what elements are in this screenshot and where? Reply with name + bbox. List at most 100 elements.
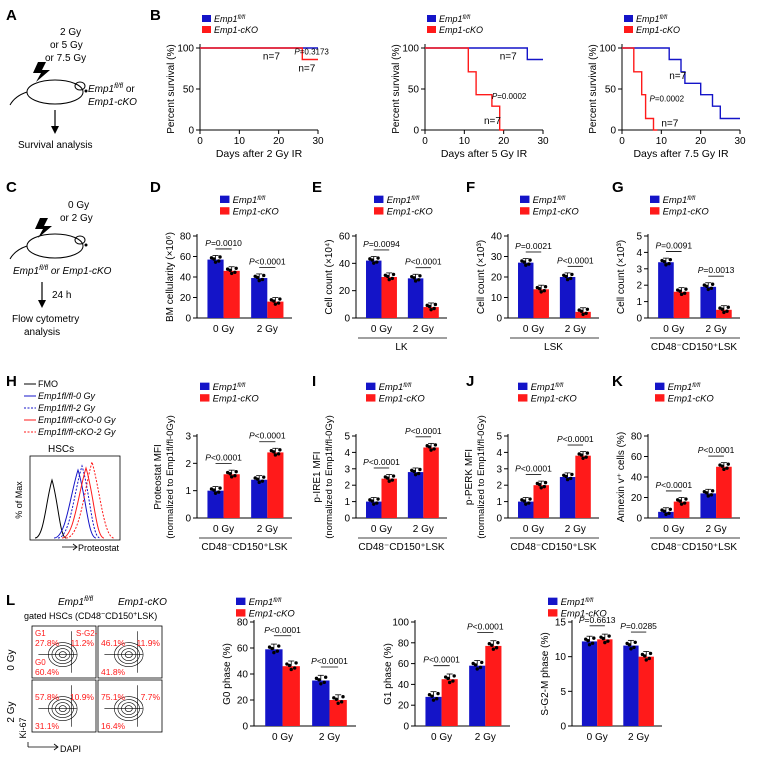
y-axis-label: G1 phase (%) — [383, 643, 394, 705]
data-point — [587, 642, 592, 647]
panel-c: C 0 Gy or 2 Gy Emp1fl/fl or Emp1-cKO 24 … — [6, 179, 112, 338]
x-tick-label: 0 Gy — [213, 524, 234, 535]
survival-plot-1: 0 50 100 0 10 20 30 Days after 2 Gy IR Percent s… — [166, 14, 329, 160]
bar-wt-1 — [559, 477, 576, 518]
data-point — [285, 662, 289, 666]
legend-swatch-wt — [374, 195, 384, 203]
x-tick-label: 30 — [537, 136, 549, 147]
legend-swatch-wt — [518, 382, 528, 390]
survival-xlabel: Days after 2 Gy IR — [216, 148, 303, 160]
p-value-label: P<0.0001 — [557, 255, 594, 265]
data-point — [267, 645, 272, 649]
histogram-curves — [34, 460, 115, 539]
data-point — [433, 302, 438, 307]
p-value: P=0.0002 — [650, 94, 685, 103]
p-value-label: P=0.6613 — [579, 615, 616, 625]
n-label-wt: n=7 — [263, 51, 280, 62]
x-tick-label: 2 Gy — [565, 324, 586, 335]
y-tick-label: 0 — [610, 126, 616, 137]
y-tick-label: 0 — [185, 314, 191, 325]
p-value: P=0.3173 — [294, 48, 329, 57]
x-tick-label: 0 Gy — [523, 524, 544, 535]
legend-label-wt: Emp1fl/fl — [233, 195, 266, 206]
legend-swatch-ko — [200, 394, 210, 402]
bar-ko-1 — [423, 447, 439, 518]
legend-swatch-wt — [655, 382, 665, 390]
flow-plot-4: 75.1% 7.7% 16.4% — [97, 679, 163, 733]
flow-plot-2: 46.1% 11.9% 41.8% — [97, 625, 163, 679]
p-value-label: P<0.0001 — [405, 426, 442, 436]
data-point — [255, 275, 260, 280]
y-tick-label: 10 — [555, 652, 567, 663]
legend-swatch-wt — [202, 15, 211, 22]
data-point — [539, 290, 543, 294]
x-tick-label: 2 Gy — [706, 324, 727, 335]
x-tick-label: 2 Gy — [257, 324, 278, 335]
y-tick-label: 0 — [636, 314, 642, 325]
data-point — [584, 311, 588, 315]
p-value-label: P<0.0001 — [515, 464, 552, 474]
data-point — [678, 289, 682, 293]
survival-analysis-label: Survival analysis — [18, 140, 92, 151]
curve-ko0 — [61, 466, 105, 539]
data-point — [725, 309, 729, 313]
data-point — [478, 665, 483, 670]
x-tick-label: 0 — [197, 136, 203, 147]
data-point — [323, 675, 328, 679]
p-value-label: P<0.0001 — [249, 256, 286, 266]
y-tick-label: 2 — [185, 459, 191, 470]
data-point — [272, 299, 276, 303]
data-point — [706, 287, 710, 292]
panel-l-flow: L Emp1fl/fl Emp1-cKO gated HSCs (CD48−CD… — [6, 592, 167, 754]
arrow-head-a — [51, 126, 59, 134]
data-point — [294, 661, 298, 665]
p-value: P=0.0002 — [492, 92, 527, 101]
p-value-label: P<0.0001 — [311, 656, 348, 666]
y-tick-label: 5 — [344, 432, 350, 443]
p-value-label: P<0.0001 — [467, 621, 504, 631]
flow-plot-grid: G1 S-G2-M G0 27.8% 11.2% 60.4% 46.1% 11.9% 41.8%… — [31, 625, 163, 733]
g0-percent: 41.8% — [101, 667, 126, 677]
flow-label-1: Flow cytometry — [12, 314, 79, 325]
data-point — [607, 634, 611, 638]
legend-label-wt: Emp1fl/fl — [533, 195, 566, 206]
legend-fmo: FMO — [38, 379, 58, 389]
data-point — [387, 479, 391, 483]
data-point — [218, 255, 222, 259]
flow-ylabel: Ki-67 — [18, 717, 28, 738]
data-point — [706, 494, 710, 498]
survival-curve-ko — [425, 47, 504, 131]
data-point — [710, 489, 715, 493]
y-axis-label: Cell count (×10⁴) — [324, 239, 335, 314]
g0-percent: 16.4% — [101, 721, 126, 731]
survival-xlabel: Days after 5 Gy IR — [441, 148, 528, 160]
y-tick-label: 40 — [491, 232, 503, 243]
panel-h-histogram: H FMO Emp1fl/fl-0 Gy Emp1fl/fl-2 Gy Emp1… — [6, 373, 121, 553]
data-point — [668, 507, 673, 511]
panel-letter-h: H — [6, 373, 17, 390]
y-tick-label: 3 — [496, 464, 502, 475]
data-point — [376, 497, 380, 501]
dose-label-c1: 0 Gy — [68, 200, 89, 211]
curve-wt0 — [53, 468, 97, 539]
data-point — [228, 471, 232, 476]
y-axis-label-sub: (normalized to Emp1fl/fl-0Gy) — [324, 415, 335, 539]
y-axis-label: Cell count (×10³) — [476, 240, 487, 314]
y-axis-label: S-G2-M phase (%) — [540, 632, 551, 715]
y-tick-label: 0 — [496, 514, 502, 525]
data-point — [427, 445, 432, 449]
lightning-icon — [33, 62, 50, 82]
lightning-icon-c — [35, 218, 52, 238]
data-point — [720, 464, 725, 468]
curve-ko2 — [65, 460, 115, 539]
data-point — [272, 450, 276, 454]
legend-label-ko: Emp1-cKO — [387, 207, 434, 218]
bar-wt-0 — [207, 259, 224, 318]
data-point — [524, 502, 528, 506]
x-tick-label: 0 Gy — [213, 324, 234, 335]
x-tick-label: 2 Gy — [413, 324, 434, 335]
data-point — [255, 477, 260, 481]
data-point — [436, 691, 440, 696]
